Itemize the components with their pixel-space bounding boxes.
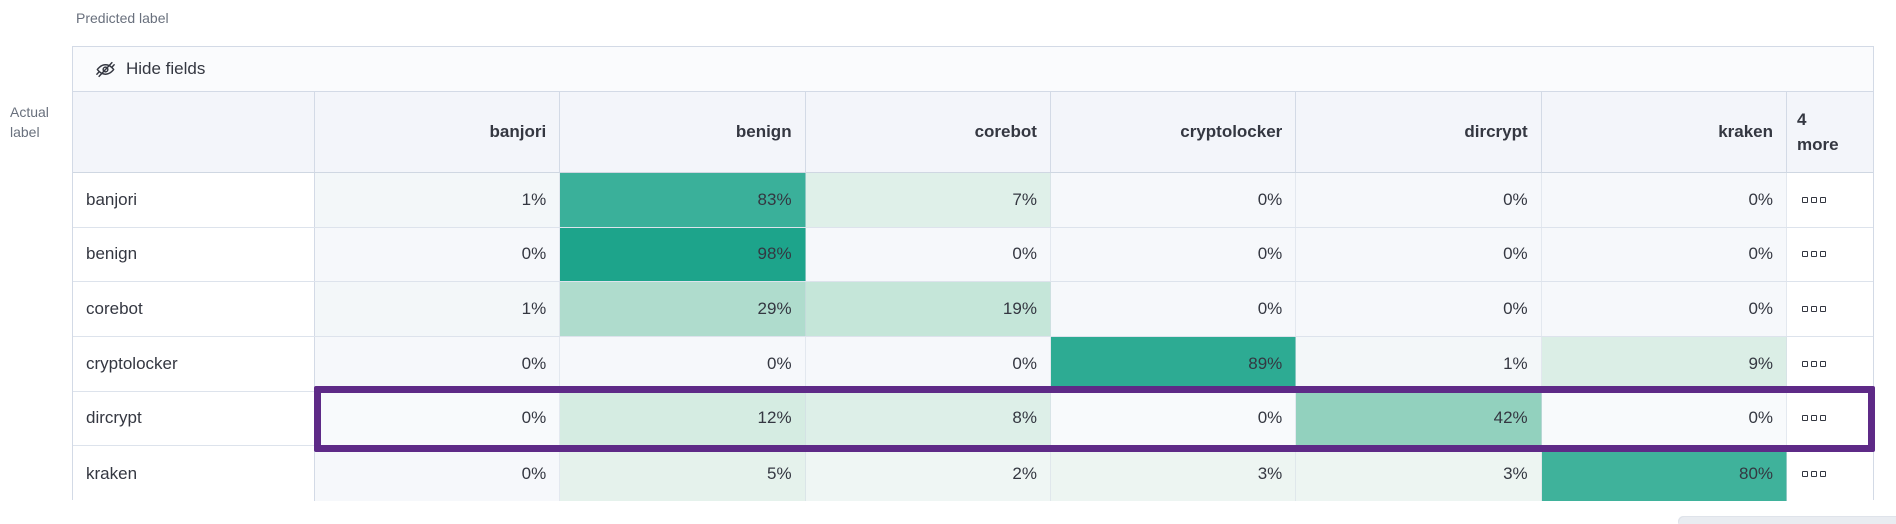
horizontal-scrollbar[interactable]: [1678, 516, 1896, 524]
cell-banjori-cryptolocker: 0%: [1050, 173, 1297, 227]
row-label-benign: benign: [73, 227, 315, 282]
more-columns-count: 4: [1797, 109, 1807, 129]
row-label-cryptolocker: cryptolocker: [73, 336, 315, 391]
column-header-cryptolocker: cryptolocker: [1051, 92, 1297, 172]
cell-kraken-cryptolocker: 3%: [1050, 446, 1297, 501]
cell-corebot-kraken: 0%: [1541, 282, 1788, 336]
boxes-horizontal-icon[interactable]: [1787, 446, 1873, 501]
header-row: banjori benign corebot cryptolocker dircrypt…: [73, 92, 1873, 173]
column-header-benign: benign: [560, 92, 806, 172]
cell-dircrypt-kraken: 0%: [1541, 391, 1788, 446]
eye-slash-icon: [95, 59, 116, 80]
cell-benign-cryptolocker: 0%: [1050, 227, 1297, 282]
corner-header-cell: [73, 92, 315, 172]
cell-cryptolocker-benign: 0%: [560, 336, 806, 391]
box-square: [1811, 470, 1818, 477]
cell-kraken-corebot: 2%: [805, 446, 1051, 501]
box-square: [1811, 196, 1818, 203]
box-square: [1820, 306, 1827, 313]
table-row-cryptolocker: cryptolocker 0% 0% 0% 89% 1% 9%: [73, 336, 1873, 392]
table-row-dircrypt: dircrypt 0% 12% 8% 0% 42% 0%: [73, 391, 1873, 447]
cell-dircrypt-cryptolocker: 0%: [1050, 391, 1297, 446]
box-square: [1802, 251, 1809, 258]
boxes-horizontal-icon[interactable]: [1787, 173, 1873, 227]
table-row-kraken: kraken 0% 5% 2% 3% 3% 80%: [73, 446, 1873, 501]
cell-corebot-corebot: 19%: [805, 282, 1051, 336]
cell-dircrypt-corebot: 8%: [805, 391, 1051, 446]
grid-body: banjori 1% 83% 7% 0% 0% 0% benign 0% 98% 0% 0% 0% 0% c…: [73, 173, 1873, 501]
column-header-banjori: banjori: [315, 92, 561, 172]
hide-fields-button[interactable]: Hide fields: [95, 59, 205, 80]
cell-corebot-dircrypt: 0%: [1296, 282, 1542, 336]
cell-cryptolocker-corebot: 0%: [805, 336, 1051, 391]
actual-label-line2: label: [10, 124, 40, 141]
row-label-corebot: corebot: [73, 282, 315, 336]
cell-benign-banjori: 0%: [314, 227, 561, 282]
box-square: [1802, 415, 1809, 422]
cell-kraken-banjori: 0%: [314, 446, 561, 501]
cell-corebot-banjori: 1%: [314, 282, 561, 336]
box-square: [1802, 306, 1809, 313]
box-square: [1820, 196, 1827, 203]
confusion-matrix-grid: Hide fields banjori benign corebot cryptolo…: [72, 46, 1875, 501]
actual-label-line1: Actual: [10, 104, 49, 120]
box-square: [1811, 306, 1818, 313]
cell-banjori-kraken: 0%: [1541, 173, 1788, 227]
cell-dircrypt-dircrypt: 42%: [1296, 391, 1542, 446]
cell-cryptolocker-kraken: 9%: [1541, 336, 1788, 391]
box-square: [1820, 360, 1827, 367]
box-square: [1820, 470, 1827, 477]
cell-corebot-benign: 29%: [560, 282, 806, 336]
table-row-corebot: corebot 1% 29% 19% 0% 0% 0%: [73, 282, 1873, 337]
row-label-banjori: banjori: [73, 173, 315, 227]
box-square: [1820, 251, 1827, 258]
cell-cryptolocker-cryptolocker: 89%: [1050, 336, 1297, 391]
box-square: [1802, 360, 1809, 367]
table-row-banjori: banjori 1% 83% 7% 0% 0% 0%: [73, 173, 1873, 228]
more-columns-header[interactable]: 4 more: [1787, 92, 1873, 172]
cell-kraken-kraken: 80%: [1541, 446, 1788, 501]
cell-banjori-dircrypt: 0%: [1296, 173, 1542, 227]
cell-benign-dircrypt: 0%: [1296, 227, 1542, 282]
box-square: [1820, 415, 1827, 422]
cell-banjori-corebot: 7%: [805, 173, 1051, 227]
actual-label: Actual label: [10, 102, 72, 143]
box-square: [1811, 415, 1818, 422]
cell-cryptolocker-dircrypt: 1%: [1296, 336, 1542, 391]
more-columns-word: more: [1797, 135, 1839, 154]
predicted-label: Predicted label: [76, 10, 169, 26]
column-header-kraken: kraken: [1542, 92, 1788, 172]
cell-cryptolocker-banjori: 0%: [314, 336, 561, 391]
row-label-kraken: kraken: [73, 446, 315, 501]
cell-dircrypt-banjori: 0%: [314, 391, 561, 446]
cell-benign-kraken: 0%: [1541, 227, 1788, 282]
column-header-dircrypt: dircrypt: [1296, 92, 1542, 172]
cell-corebot-cryptolocker: 0%: [1050, 282, 1297, 336]
boxes-horizontal-icon[interactable]: [1787, 391, 1873, 446]
box-square: [1802, 196, 1809, 203]
cell-banjori-benign: 83%: [560, 173, 806, 227]
cell-kraken-dircrypt: 3%: [1296, 446, 1542, 501]
cell-banjori-banjori: 1%: [314, 173, 561, 227]
box-square: [1811, 251, 1818, 258]
hide-fields-label: Hide fields: [126, 59, 206, 78]
cell-dircrypt-benign: 12%: [560, 391, 806, 446]
grid-toolbar: Hide fields: [73, 47, 1873, 92]
row-label-dircrypt: dircrypt: [73, 391, 315, 446]
box-square: [1802, 470, 1809, 477]
boxes-horizontal-icon[interactable]: [1787, 227, 1873, 282]
boxes-horizontal-icon[interactable]: [1787, 282, 1873, 336]
boxes-horizontal-icon[interactable]: [1787, 336, 1873, 391]
cell-kraken-benign: 5%: [560, 446, 806, 501]
table-row-benign: benign 0% 98% 0% 0% 0% 0%: [73, 227, 1873, 283]
column-header-corebot: corebot: [806, 92, 1051, 172]
box-square: [1811, 360, 1818, 367]
cell-benign-corebot: 0%: [805, 227, 1051, 282]
cell-benign-benign: 98%: [560, 227, 806, 282]
